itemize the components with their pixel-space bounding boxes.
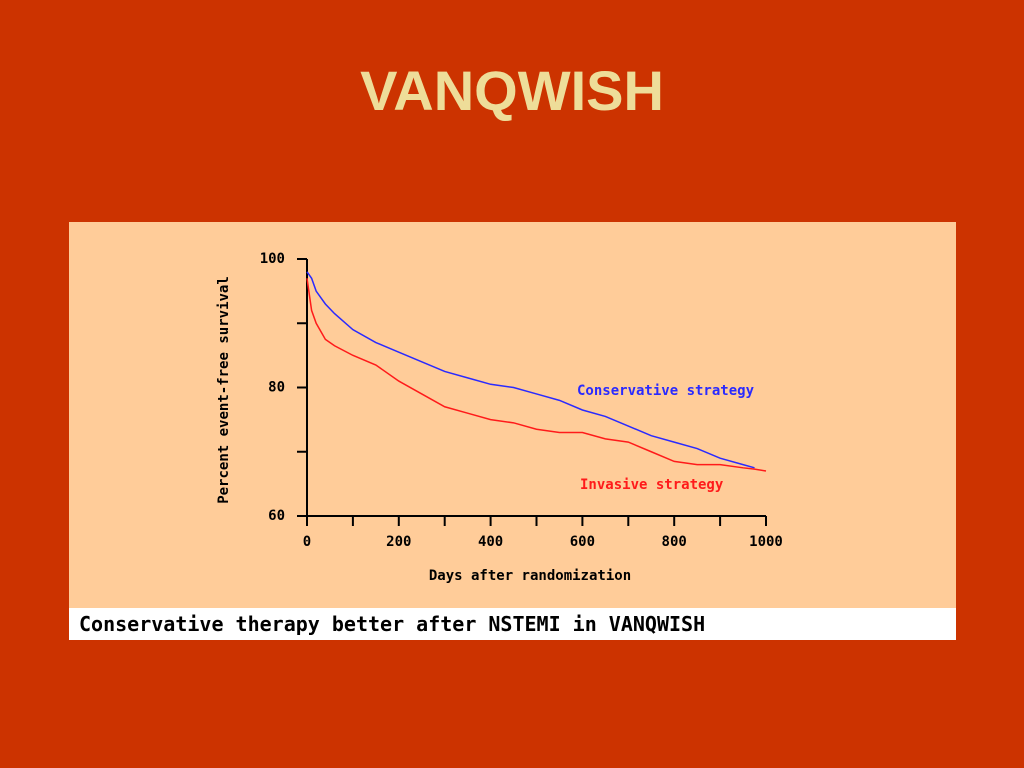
x-tick-label: 1000 <box>749 534 783 550</box>
x-tick-label: 800 <box>662 534 687 550</box>
slide-title: VANQWISH <box>360 59 664 122</box>
series-label: Conservative strategy <box>577 383 755 399</box>
x-tick-label: 400 <box>478 534 503 550</box>
y-axis-label: Percent event-free survival <box>216 276 232 504</box>
chart-panel <box>69 222 956 608</box>
caption: Conservative therapy better after NSTEMI… <box>69 608 956 640</box>
y-tick-label: 100 <box>260 251 285 267</box>
x-tick-label: 0 <box>303 534 311 550</box>
x-tick-label: 200 <box>386 534 411 550</box>
x-tick-label: 600 <box>570 534 595 550</box>
y-tick-label: 80 <box>268 380 285 396</box>
series-line <box>306 278 767 472</box>
series-label: Invasive strategy <box>580 477 724 493</box>
y-tick-label: 60 <box>268 508 285 524</box>
x-axis-label: Days after randomization <box>429 568 631 584</box>
series-line <box>306 271 755 469</box>
